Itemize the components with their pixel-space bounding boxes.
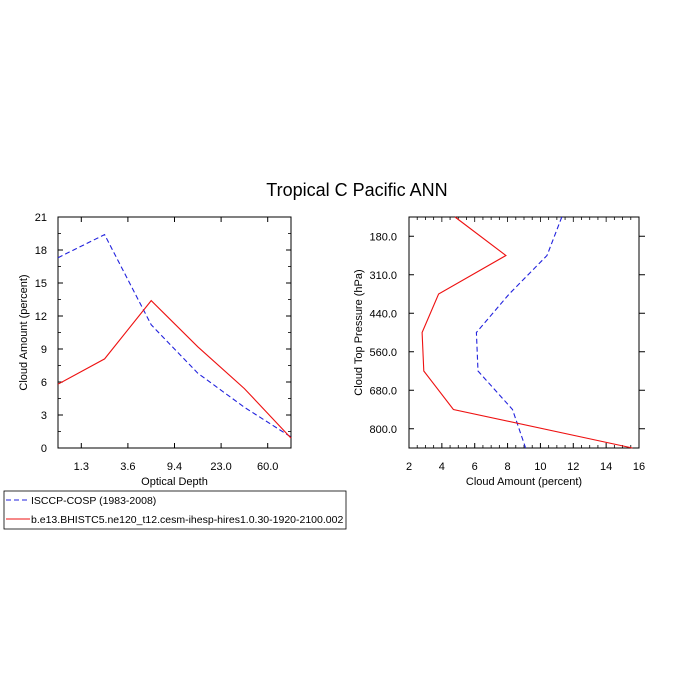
y-tick-label: 310.0 bbox=[369, 270, 397, 282]
chart-title: Tropical C Pacific ANN bbox=[266, 180, 447, 200]
x-tick-label: 60.0 bbox=[257, 461, 278, 473]
x-tick-label: 6 bbox=[472, 461, 478, 473]
y-tick-label: 6 bbox=[41, 377, 47, 389]
y-tick-label: 15 bbox=[35, 278, 47, 290]
x-tick-label: 3.6 bbox=[120, 461, 135, 473]
x-tick-label: 14 bbox=[600, 461, 612, 473]
y-tick-label: 9 bbox=[41, 344, 47, 356]
x-tick-label: 1.3 bbox=[74, 461, 89, 473]
x-tick-label: 23.0 bbox=[210, 461, 231, 473]
x-tick-label: 10 bbox=[534, 461, 546, 473]
y-tick-label: 800.0 bbox=[369, 424, 397, 436]
y-tick-label: 180.0 bbox=[369, 231, 397, 243]
y-tick-label: 680.0 bbox=[369, 385, 397, 397]
legend-label-model: b.e13.BHISTC5.ne120_t12.cesm-ihesp-hires… bbox=[31, 514, 343, 526]
optical-depth-panel: 0 3 6 9 12 15 18 21 1.3 3.6 9.4 23.0 60.0 Optical Dep… bbox=[18, 212, 292, 488]
y-tick-label: 18 bbox=[35, 245, 47, 257]
y-axis-title: Cloud Top Pressure (hPa) bbox=[353, 269, 365, 395]
x-axis-title: Cloud Amount (percent) bbox=[466, 476, 582, 488]
x-tick-label: 12 bbox=[567, 461, 579, 473]
series-line-isccp bbox=[475, 216, 563, 449]
y-tick-label: 440.0 bbox=[369, 308, 397, 320]
cloud-top-pressure-panel: 2 4 6 8 10 12 14 16 180.0 310.0 440.0 560.0 680.0 800… bbox=[353, 216, 645, 488]
y-tick-label: 0 bbox=[41, 443, 47, 455]
series-line-isccp bbox=[57, 233, 292, 438]
x-tick-label: 9.4 bbox=[167, 461, 182, 473]
x-tick-label: 4 bbox=[439, 461, 445, 473]
x-tick-label: 2 bbox=[406, 461, 412, 473]
x-axis-title: Optical Depth bbox=[141, 476, 208, 488]
x-tick-label: 8 bbox=[505, 461, 511, 473]
legend-label-isccp: ISCCP-COSP (1983-2008) bbox=[31, 495, 156, 507]
series-line-model bbox=[57, 299, 292, 439]
y-tick-label: 12 bbox=[35, 311, 47, 323]
series-line-model bbox=[421, 216, 633, 449]
y-tick-label: 560.0 bbox=[369, 347, 397, 359]
y-axis-title: Cloud Amount (percent) bbox=[18, 274, 30, 390]
x-tick-label: 16 bbox=[633, 461, 645, 473]
y-tick-label: 3 bbox=[41, 410, 47, 422]
plot-frame bbox=[408, 216, 640, 449]
legend: ISCCP-COSP (1983-2008) b.e13.BHISTC5.ne12… bbox=[3, 490, 347, 530]
y-tick-label: 21 bbox=[35, 212, 47, 224]
legend-frame bbox=[3, 490, 347, 530]
plot-frame bbox=[57, 216, 292, 449]
